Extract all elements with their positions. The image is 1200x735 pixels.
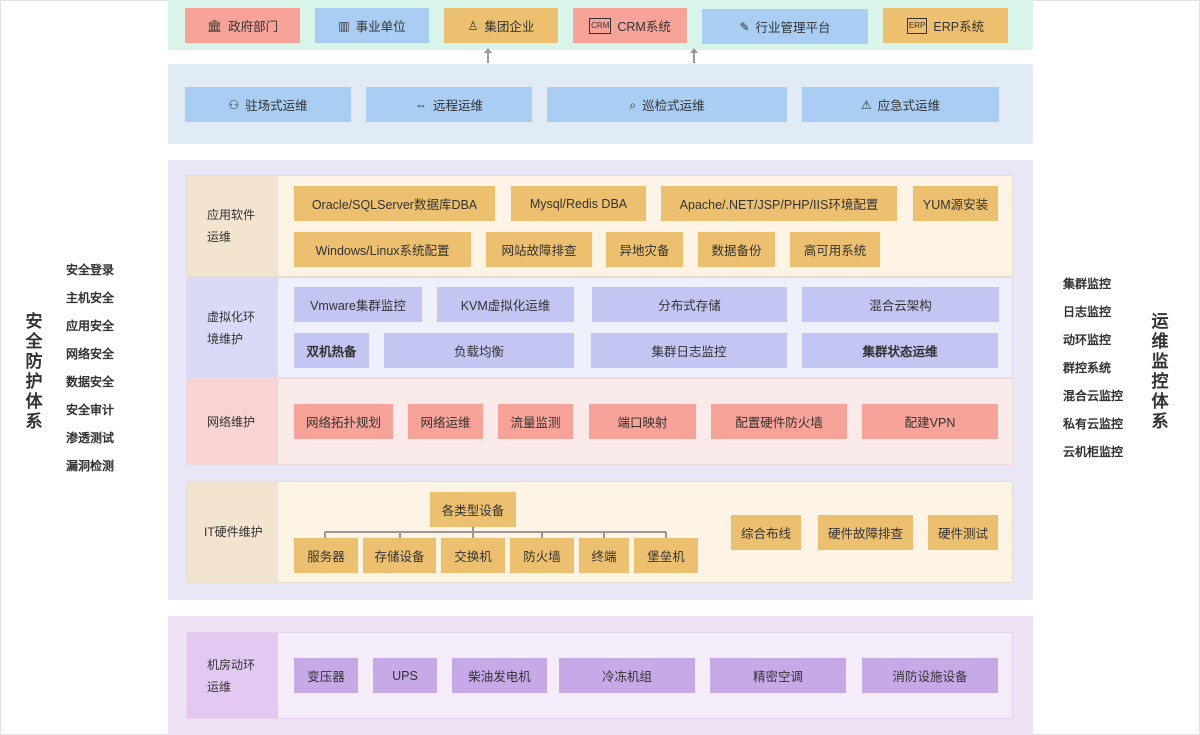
virt-item: 混合云架构 xyxy=(802,287,999,322)
device-root: 各类型设备 xyxy=(430,492,516,527)
machine-room-label: 机房动环运维 xyxy=(187,633,278,718)
client-enterprise: ♙ 集团企业 xyxy=(444,8,558,43)
flask-icon: ♙ xyxy=(467,18,479,33)
device-item: 存储设备 xyxy=(363,538,436,573)
machine-room-item: 柴油发电机 xyxy=(452,658,547,693)
ops-inspection: ⌕ 巡检式运维 xyxy=(547,87,787,122)
app-item: Windows/Linux系统配置 xyxy=(294,232,471,267)
network-item: 配建VPN xyxy=(862,404,998,439)
machine-room-item: 精密空调 xyxy=(710,658,846,693)
client-institution: ▥ 事业单位 xyxy=(315,8,429,43)
erp-icon: ERP xyxy=(906,17,928,34)
hardware-extra: 硬件测试 xyxy=(928,515,998,550)
device-item: 终端 xyxy=(579,538,629,573)
person-icon: ⚇ xyxy=(228,97,240,112)
crm-icon: CRM xyxy=(589,17,612,34)
app-item: 高可用系统 xyxy=(790,232,880,267)
arrow-up-icon xyxy=(484,48,492,63)
monitoring-item: 云机柜监控 xyxy=(1063,445,1124,459)
client-erp: ERP ERP系统 xyxy=(883,8,1008,43)
client-government: 🏛 政府部门 xyxy=(185,8,300,43)
app-item: 异地灾备 xyxy=(606,232,683,267)
client-industry-platform: ✎ 行业管理平台 xyxy=(702,9,868,44)
security-item: 网络安全 xyxy=(66,347,115,361)
machine-room-item: 消防设施设备 xyxy=(862,658,998,693)
app-item: YUM源安装 xyxy=(913,186,998,221)
security-item: 主机安全 xyxy=(66,291,115,305)
security-list: 安全登录 主机安全 应用安全 网络安全 数据安全 安全审计 渗透测试 漏洞检测 xyxy=(66,256,114,480)
bank-icon: 🏛 xyxy=(206,18,223,33)
monitoring-item: 群控系统 xyxy=(1063,361,1112,375)
machine-room-item: UPS xyxy=(373,658,437,693)
monitoring-item: 动环监控 xyxy=(1063,333,1112,347)
building-icon: ▥ xyxy=(338,18,350,33)
device-item: 堡垒机 xyxy=(634,538,698,573)
monitoring-system-title: 运维监控体系 xyxy=(1151,312,1169,431)
network-label: 网络维护 xyxy=(187,379,278,464)
client-crm: CRM CRM系统 xyxy=(573,8,687,43)
app-item: Mysql/Redis DBA xyxy=(511,186,646,221)
virt-item: 集群状态运维 xyxy=(802,333,998,368)
edit-icon: ✎ xyxy=(739,19,750,34)
monitoring-item: 集群监控 xyxy=(1063,277,1112,291)
app-item: Apache/.NET/JSP/PHP/IIS环境配置 xyxy=(661,186,897,221)
security-item: 渗透测试 xyxy=(66,431,115,445)
app-software-label: 应用软件运维 xyxy=(187,176,278,276)
hardware-extra: 综合布线 xyxy=(731,515,801,550)
security-item: 安全登录 xyxy=(66,263,115,277)
ops-emergency: ⚠ 应急式运维 xyxy=(802,87,999,122)
exchange-icon: ⇔ xyxy=(414,97,427,112)
monitoring-item: 私有云监控 xyxy=(1063,417,1124,431)
virt-item: 分布式存储 xyxy=(592,287,787,322)
app-item: 数据备份 xyxy=(698,232,775,267)
monitoring-item: 日志监控 xyxy=(1063,305,1112,319)
security-item: 数据安全 xyxy=(66,375,115,389)
virtualization-label: 虚拟化环境维护 xyxy=(187,278,278,377)
monitoring-item: 混合云监控 xyxy=(1063,389,1124,403)
monitoring-list: 集群监控 日志监控 动环监控 群控系统 混合云监控 私有云监控 云机柜监控 xyxy=(1063,270,1123,466)
hardware-extra: 硬件故障排查 xyxy=(818,515,913,550)
security-item: 应用安全 xyxy=(66,319,115,333)
virt-item: Vmware集群监控 xyxy=(294,287,422,322)
app-item: 网站故障排查 xyxy=(486,232,592,267)
alert-icon: ⚠ xyxy=(860,97,872,112)
device-item: 交换机 xyxy=(441,538,505,573)
search-doc-icon: ⌕ xyxy=(629,97,637,112)
ops-onsite: ⚇ 驻场式运维 xyxy=(185,87,351,122)
network-item: 网络运维 xyxy=(408,404,483,439)
device-tree-connector xyxy=(324,527,667,539)
network-item: 配置硬件防火墙 xyxy=(711,404,847,439)
network-item: 网络拓扑规划 xyxy=(294,404,393,439)
arrow-up-icon xyxy=(690,48,698,63)
virt-item: 双机热备 xyxy=(294,333,369,368)
security-system-title: 安全防护体系 xyxy=(25,312,43,431)
virt-item: 集群日志监控 xyxy=(591,333,787,368)
it-hardware-label: IT硬件维护 xyxy=(187,482,278,582)
network-item: 流量监测 xyxy=(498,404,573,439)
virt-item: KVM虚拟化运维 xyxy=(437,287,574,322)
network-item: 端口映射 xyxy=(589,404,696,439)
security-item: 漏洞检测 xyxy=(66,459,115,473)
machine-room-item: 变压器 xyxy=(294,658,358,693)
app-item: Oracle/SQLServer数据库DBA xyxy=(294,186,495,221)
virt-item: 负载均衡 xyxy=(384,333,574,368)
device-item: 防火墙 xyxy=(510,538,574,573)
device-item: 服务器 xyxy=(294,538,358,573)
security-item: 安全审计 xyxy=(66,403,115,417)
ops-remote: ⇔ 远程运维 xyxy=(366,87,532,122)
machine-room-item: 冷冻机组 xyxy=(559,658,695,693)
